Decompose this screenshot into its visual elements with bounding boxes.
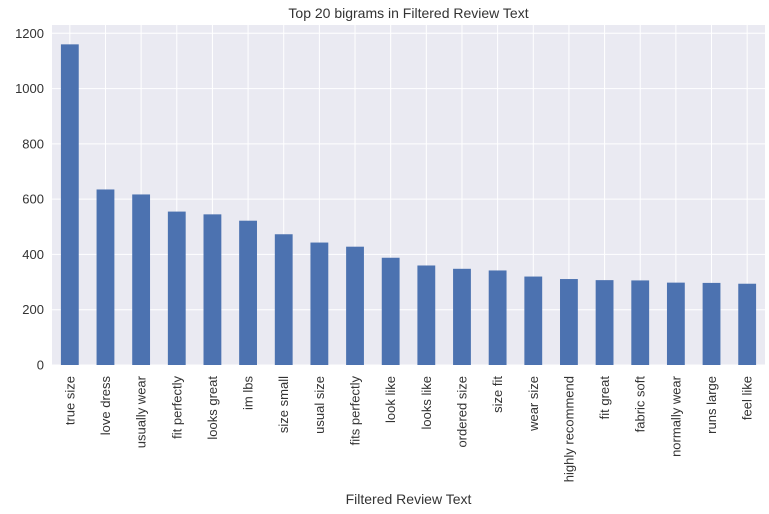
x-tick-label: fabric soft: [633, 376, 648, 433]
y-tick-label: 1000: [15, 81, 44, 96]
bar-looks-great: [203, 214, 222, 365]
bar-size-fit: [488, 270, 507, 365]
chart-title: Top 20 bigrams in Filtered Review Text: [288, 5, 528, 21]
bar-runs-large: [702, 282, 721, 365]
bars: [60, 44, 757, 365]
bar-wear-size: [524, 276, 543, 365]
x-axis-ticks: true size love dress usually wear fit perfe…: [62, 375, 754, 482]
x-tick-label: fit great: [597, 376, 612, 420]
y-tick-label: 800: [22, 136, 44, 151]
y-axis-ticks: 0 200 400 600 800 1000 1200: [15, 26, 44, 373]
y-tick-label: 1200: [15, 26, 44, 41]
x-tick-label: wear size: [526, 376, 541, 432]
bar-highly-recommend: [560, 279, 578, 365]
x-tick-label: size fit: [490, 376, 505, 413]
bar-size-small: [274, 234, 293, 365]
x-tick-label: look like: [383, 376, 398, 423]
bar-ordered-size: [453, 268, 471, 365]
bar-fabric-soft: [631, 280, 650, 365]
x-tick-label: im lbs: [241, 376, 256, 410]
bar-normally-wear: [666, 282, 685, 365]
x-tick-label: highly recommend: [561, 376, 576, 482]
y-tick-label: 0: [37, 358, 44, 373]
bar-usually-wear: [132, 194, 151, 365]
x-tick-label: runs large: [704, 376, 719, 434]
x-tick-label: looks like: [419, 376, 434, 429]
bar-fit-perfectly: [167, 211, 186, 365]
x-tick-label: looks great: [205, 376, 220, 440]
bar-fits-perfectly: [346, 246, 364, 365]
bar-im-lbs: [239, 220, 257, 365]
y-tick-label: 200: [22, 302, 44, 317]
x-tick-label: usual size: [312, 376, 327, 434]
x-tick-label: love dress: [98, 376, 113, 436]
x-tick-label: size small: [276, 376, 291, 433]
bar-fit-great: [595, 280, 614, 365]
x-tick-label: ordered size: [454, 376, 469, 448]
x-tick-label: usually wear: [134, 375, 149, 448]
y-tick-label: 400: [22, 247, 44, 262]
x-tick-label: true size: [62, 376, 77, 425]
x-tick-label: fit perfectly: [169, 376, 184, 439]
bar-true-size: [60, 44, 79, 365]
x-tick-label: feel like: [740, 376, 755, 420]
bar-usual-size: [310, 242, 329, 365]
bar-love-dress: [96, 189, 115, 365]
y-tick-label: 600: [22, 192, 44, 207]
x-axis-title: Filtered Review Text: [346, 491, 472, 507]
bar-look-like: [381, 257, 400, 365]
bar-looks-like: [417, 265, 436, 365]
bar-feel-like: [738, 283, 757, 365]
plot-area: [52, 25, 765, 365]
x-tick-label: fits perfectly: [348, 376, 363, 446]
x-tick-label: normally wear: [668, 375, 683, 457]
